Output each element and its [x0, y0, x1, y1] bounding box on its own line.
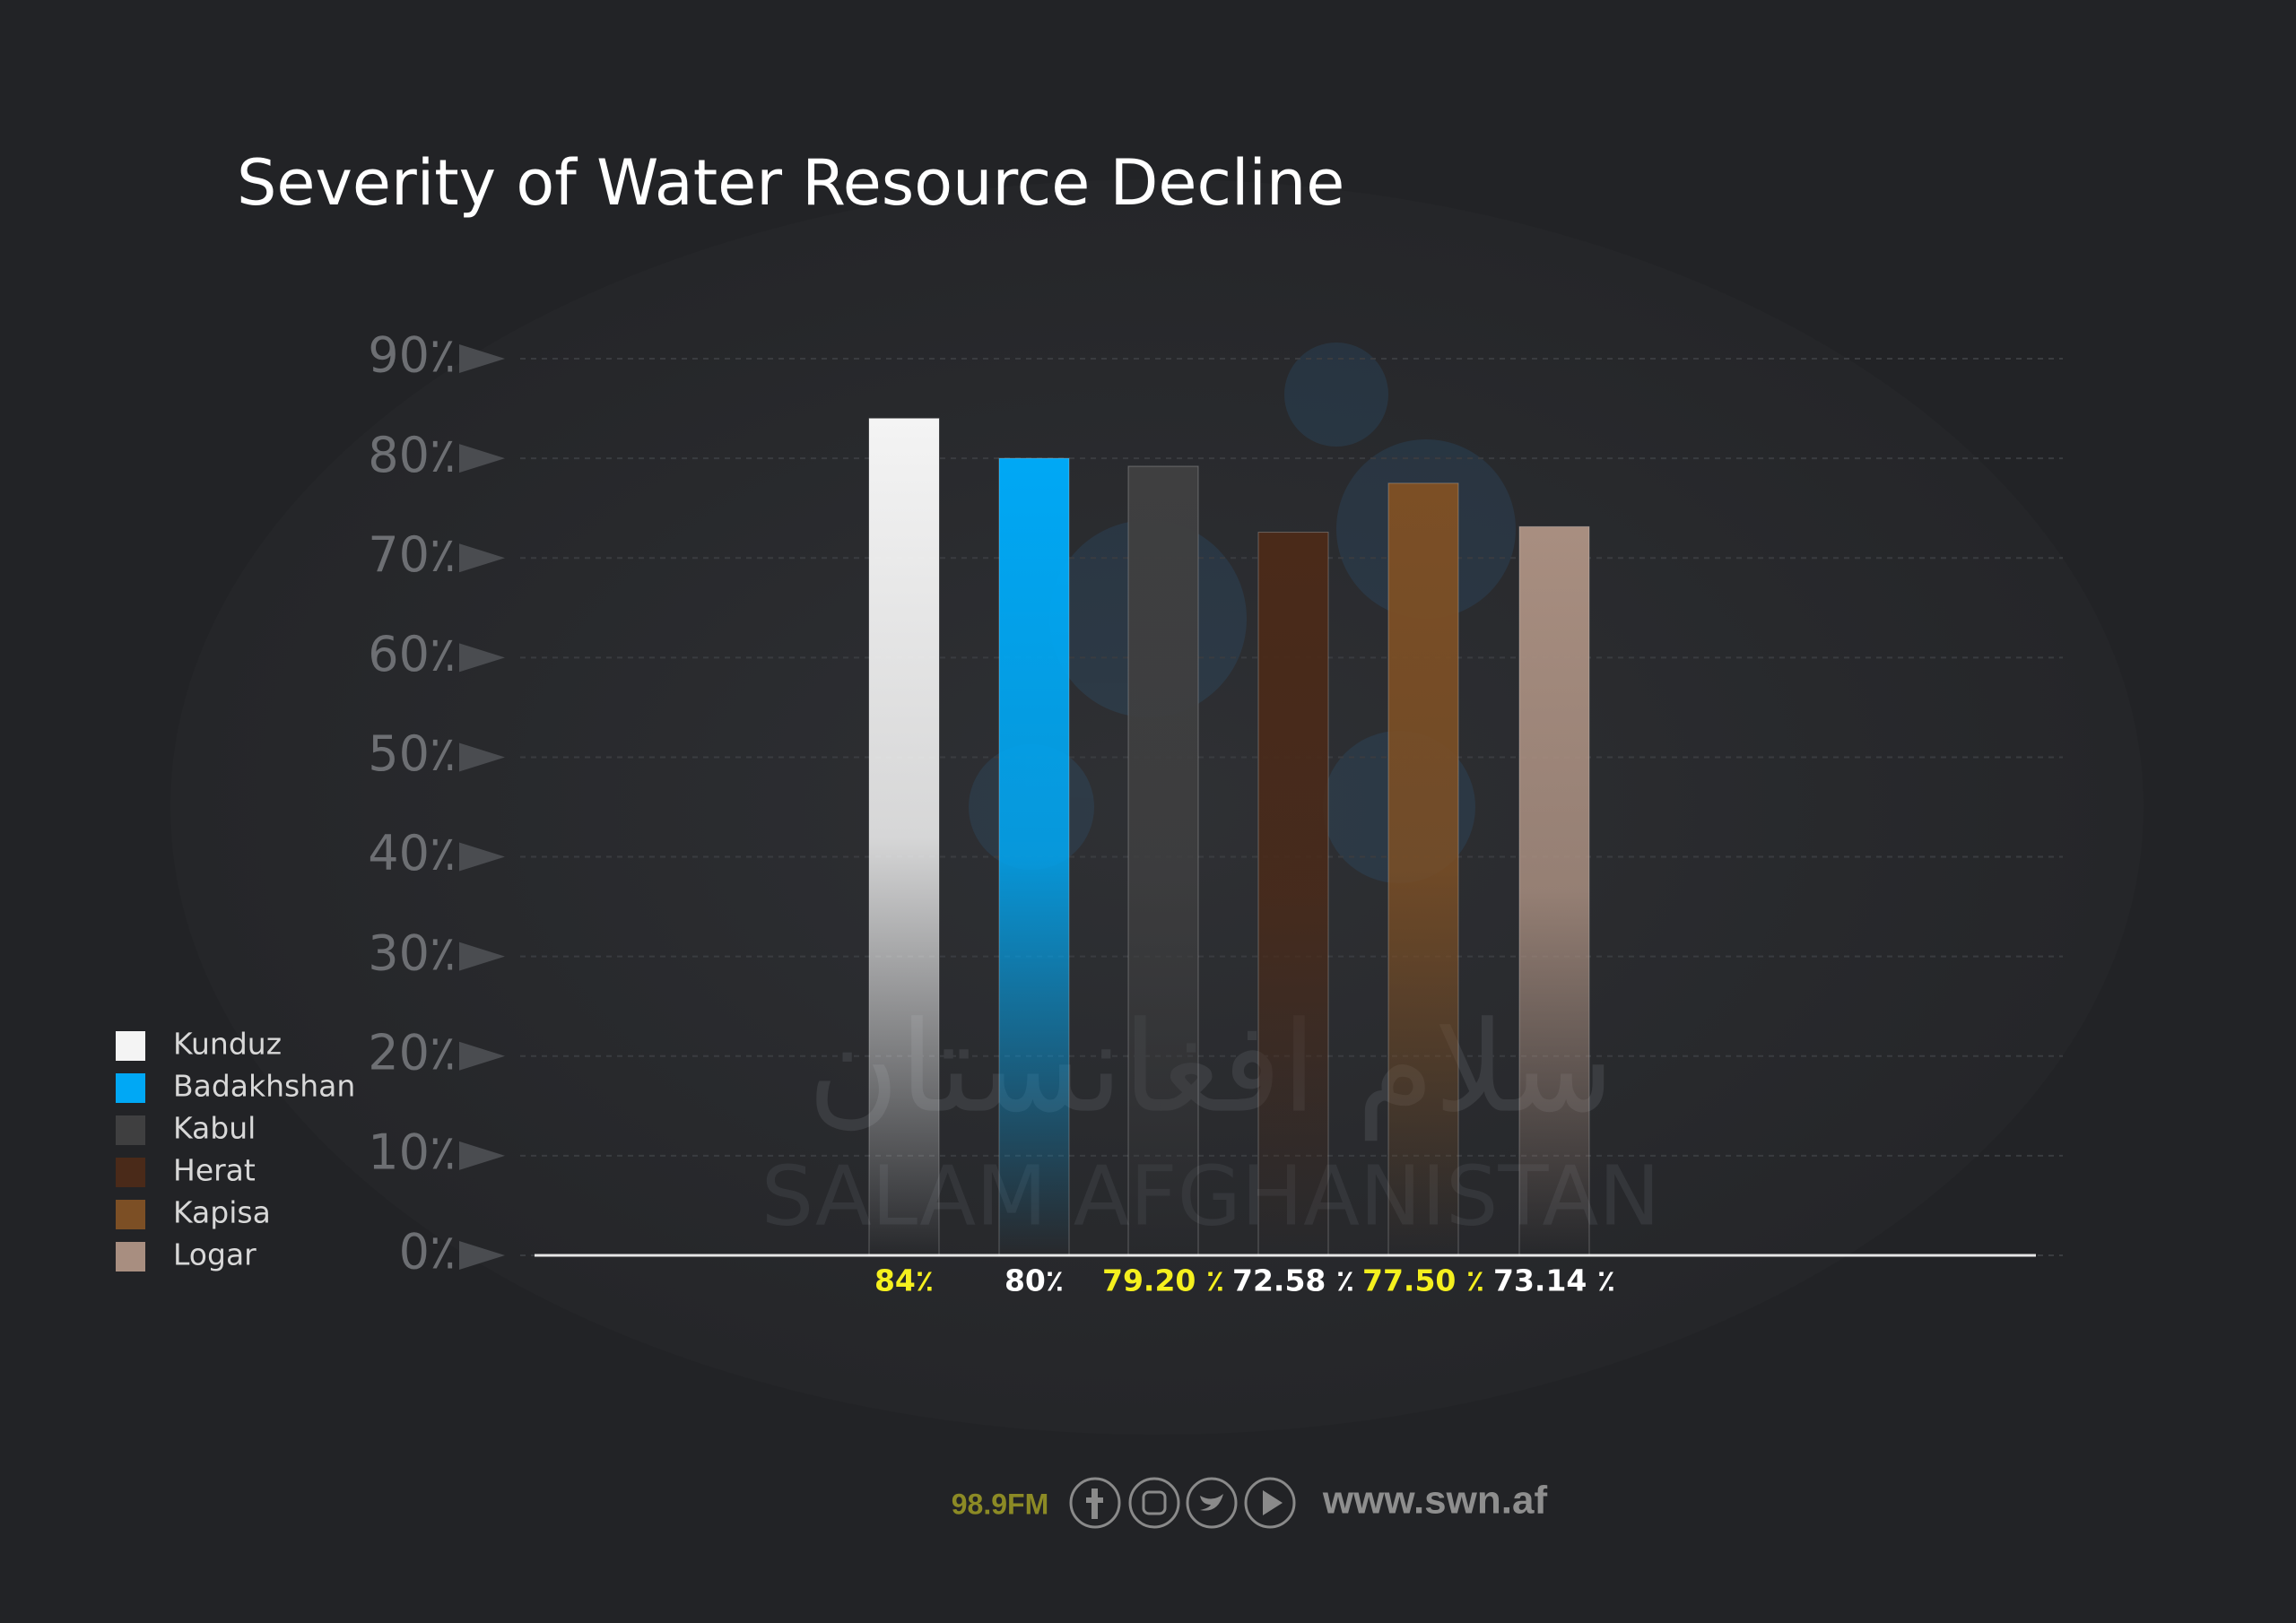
radio-frequency: 98.9FM	[952, 1488, 1048, 1520]
bar	[1518, 525, 1590, 1256]
bar	[1257, 532, 1329, 1256]
bar	[998, 457, 1070, 1256]
legend-label: Kunduz	[173, 1027, 282, 1062]
watermark-arabic: سلام افغانستان	[807, 995, 1614, 1141]
y-tick-mark	[459, 1241, 505, 1270]
legend-label: Badakhshan	[173, 1069, 355, 1104]
y-tick-mark	[459, 942, 505, 971]
value-label: 77.50 ٪	[1362, 1263, 1484, 1298]
legend-swatch	[116, 1242, 145, 1271]
y-tick-label: 60٪	[368, 626, 456, 682]
legend-label: Kabul	[173, 1111, 256, 1146]
bar	[1127, 465, 1199, 1256]
y-tick-mark	[459, 643, 505, 673]
value-label: 73.14 ٪	[1493, 1263, 1615, 1298]
y-tick-label: 80٪	[368, 427, 456, 483]
footer: 98.9FM www.swn.af	[952, 1477, 1548, 1529]
social-icons	[1069, 1477, 1296, 1529]
legend-label: Kapisa	[173, 1195, 271, 1230]
y-tick-label: 90٪	[368, 327, 456, 384]
y-tick-label: 20٪	[368, 1024, 456, 1081]
y-tick-label: 0٪	[399, 1224, 456, 1280]
y-tick-label: 40٪	[368, 825, 456, 881]
y-tick-label: 10٪	[368, 1124, 456, 1181]
website: www.swn.af	[1322, 1479, 1548, 1523]
chart-title: Severity of Water Resource Decline	[237, 146, 1344, 220]
y-tick-mark	[459, 742, 505, 772]
bar	[868, 418, 940, 1256]
y-tick-mark	[459, 444, 505, 473]
value-label: 80٪	[1004, 1263, 1064, 1298]
y-tick-mark	[459, 543, 505, 573]
y-tick-label: 70٪	[368, 526, 456, 583]
legend-swatch	[116, 1031, 145, 1061]
bar	[1387, 482, 1459, 1256]
y-tick-mark	[459, 1141, 505, 1170]
y-tick-label: 50٪	[368, 725, 456, 782]
value-label: 72.58 ٪	[1232, 1263, 1354, 1298]
y-tick-mark	[459, 344, 505, 373]
legend-swatch	[116, 1073, 145, 1103]
y-tick-mark	[459, 1041, 505, 1071]
legend-label: Herat	[173, 1153, 256, 1188]
legend-swatch	[116, 1200, 145, 1229]
value-label: 79.20 ٪	[1102, 1263, 1224, 1298]
social-glyphs	[1086, 1488, 1283, 1519]
legend-label: Logar	[173, 1237, 257, 1272]
value-label: 84٪	[874, 1263, 934, 1298]
y-tick-mark	[459, 842, 505, 872]
legend-swatch	[116, 1158, 145, 1187]
legend-swatch	[116, 1115, 145, 1145]
y-tick-label: 30٪	[368, 924, 456, 981]
